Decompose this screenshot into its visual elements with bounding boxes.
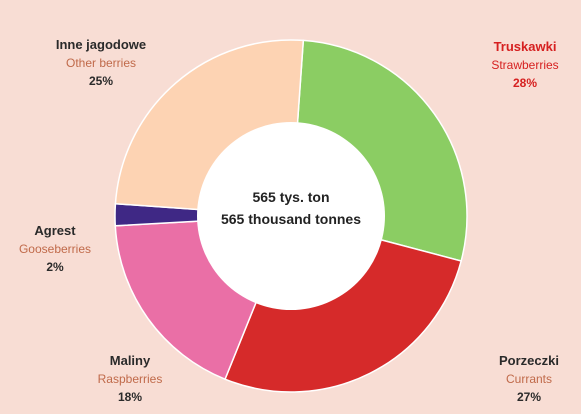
label-strawberries: Truskawki Strawberries 28% [470,38,580,92]
label-currants-pct: 27% [516,390,542,404]
label-gooseberries: Agrest Gooseberries 2% [0,222,110,276]
center-label-pl: 565 tys. ton [252,189,330,205]
label-other-berries-en: Other berries [65,56,137,70]
label-gooseberries-pct: 2% [46,260,64,274]
label-raspberries-pct: 18% [117,390,143,404]
label-raspberries: Maliny Raspberries 18% [80,352,180,406]
label-other-berries: Inne jagodowe Other berries 25% [36,36,166,90]
label-other-berries-pct: 25% [88,74,114,88]
label-currants-pl: Porzeczki [499,353,559,368]
label-strawberries-en: Strawberries [491,58,559,72]
label-other-berries-pl: Inne jagodowe [55,37,147,52]
label-raspberries-pl: Maliny [109,353,151,368]
label-strawberries-pct: 28% [512,76,538,90]
label-strawberries-pl: Truskawki [493,39,557,54]
center-label-en: 565 thousand tonnes [220,211,362,227]
label-gooseberries-pl: Agrest [34,223,76,238]
label-gooseberries-en: Gooseberries [18,242,92,256]
label-raspberries-en: Raspberries [97,372,163,386]
label-currants: Porzeczki Currants 27% [480,352,578,406]
label-currants-en: Currants [505,372,552,386]
center-label: 565 tys. ton 565 thousand tonnes [190,186,392,230]
donut-hole [197,122,385,310]
